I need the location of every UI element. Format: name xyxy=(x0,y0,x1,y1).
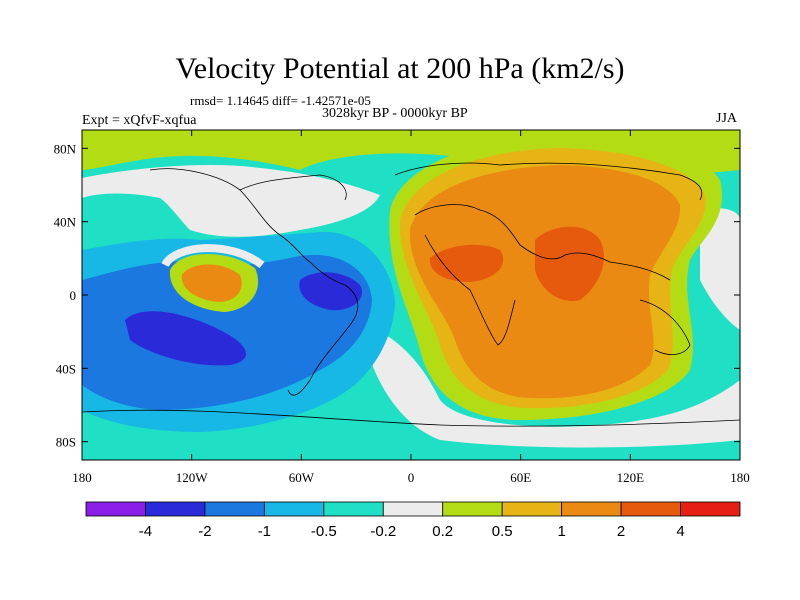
colorbar-swatch xyxy=(85,501,146,517)
region-positive-2-asia xyxy=(535,226,604,301)
plot-title: Velocity Potential at 200 hPa (km2/s) xyxy=(175,52,625,85)
season-label: JJA xyxy=(716,111,738,126)
colorbar-swatch xyxy=(680,501,741,517)
region-positive-2-africa xyxy=(429,244,504,282)
colorbar-level-label: -2 xyxy=(198,523,211,540)
colorbar-swatch xyxy=(501,501,563,517)
y-tick-label: 0 xyxy=(70,288,77,303)
colorbar-swatch xyxy=(263,501,325,517)
axis-ticks: 180 120W 60W 0 60E 120E 180 80N 40N 0 40S 80S xyxy=(54,130,750,485)
colorbar-swatch xyxy=(382,501,444,517)
zone-near-zero-south xyxy=(360,320,740,448)
colorbar-level-label: -1 xyxy=(258,523,271,540)
colorbar-level-label: 4 xyxy=(676,523,684,540)
colorbar-level-label: 2 xyxy=(617,523,625,540)
x-tick-label: 180 xyxy=(730,470,750,485)
zone-near-zero-pacific xyxy=(700,208,740,330)
period-text: 3028kyr BP - 0000kyr BP xyxy=(322,106,468,121)
y-tick-label: 80S xyxy=(56,435,76,450)
x-tick-label: 120E xyxy=(617,470,645,485)
region-negative-1 xyxy=(82,254,372,410)
colorbar-level-label: -0.5 xyxy=(311,523,337,540)
zone-near-zero-north xyxy=(82,165,380,237)
colorbar-swatch xyxy=(145,501,206,517)
stats-text: rmsd= 1.14645 diff= -1.42571e-05 xyxy=(190,93,371,108)
x-tick-label: 0 xyxy=(408,470,415,485)
experiment-label: Expt = xQfvF-xqfua xyxy=(82,113,197,128)
colorbar: -4 -2 -1 -0.5 -0.2 0.2 0.5 1 2 4 xyxy=(85,501,741,540)
colorbar-level-label: 0.2 xyxy=(432,523,453,540)
colorbar-level-label: -4 xyxy=(139,523,152,540)
colorbar-level-label: 1 xyxy=(557,523,565,540)
contour-field xyxy=(82,130,740,460)
region-negative-2-pacific xyxy=(125,311,247,366)
colorbar-swatch xyxy=(561,501,622,517)
x-tick-label: 180 xyxy=(72,470,92,485)
x-tick-label: 60E xyxy=(510,470,531,485)
colorbar-level-label: 0.5 xyxy=(492,523,513,540)
colorbar-swatch xyxy=(204,501,265,517)
colorbar-swatch xyxy=(323,501,384,517)
y-tick-label: 40S xyxy=(56,361,76,376)
y-tick-label: 40N xyxy=(54,215,77,230)
colorbar-level-label: -0.2 xyxy=(370,523,396,540)
colorbar-swatch xyxy=(620,501,681,517)
y-tick-label: 80N xyxy=(54,141,77,156)
colorbar-swatch xyxy=(442,501,503,517)
region-negative-2-amazon xyxy=(299,272,362,311)
x-tick-label: 60W xyxy=(289,470,315,485)
x-tick-label: 120W xyxy=(176,470,209,485)
coastlines xyxy=(82,162,740,427)
